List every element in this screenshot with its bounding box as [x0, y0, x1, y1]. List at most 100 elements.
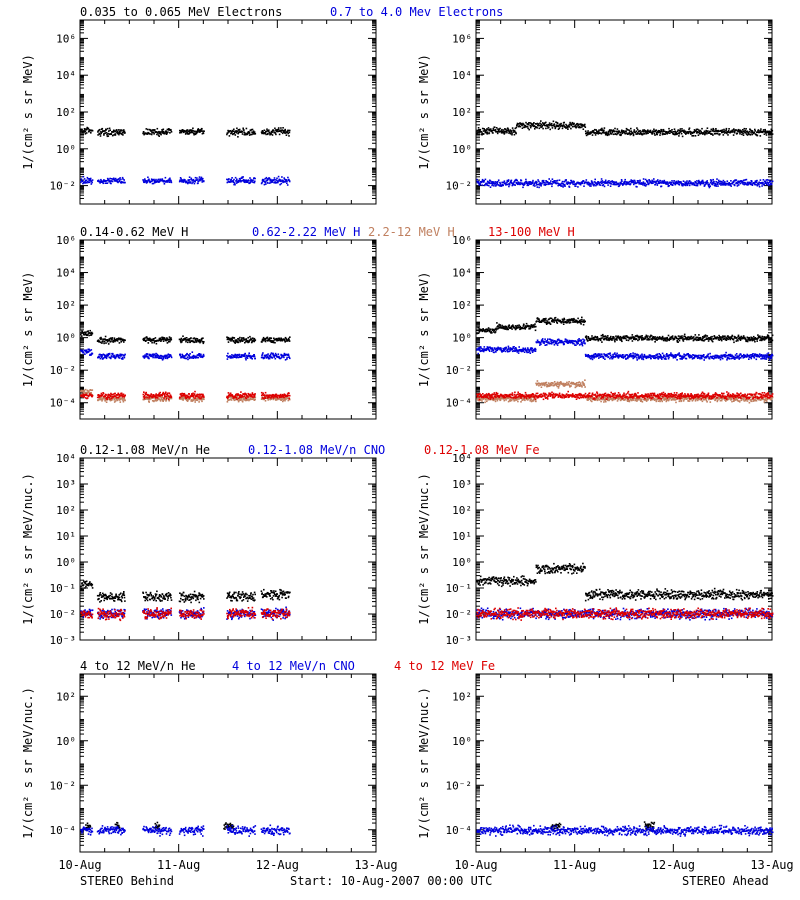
data-point [235, 182, 238, 184]
data-point [754, 128, 756, 131]
data-point [104, 393, 107, 396]
data-point [504, 128, 506, 130]
data-point [241, 133, 244, 135]
data-point [488, 129, 491, 132]
data-point [481, 127, 484, 130]
data-point [285, 134, 288, 136]
data-point [701, 182, 703, 185]
data-point [122, 358, 124, 360]
data-point [193, 132, 195, 134]
data-point [682, 183, 684, 185]
data-point [268, 129, 270, 131]
data-point [516, 324, 519, 327]
data-point [556, 179, 559, 182]
data-point [82, 331, 84, 334]
data-point [250, 128, 253, 131]
data-point [729, 131, 732, 134]
data-point [230, 356, 233, 358]
data-point [102, 180, 105, 183]
data-point [269, 356, 271, 358]
data-point [556, 124, 559, 127]
data-point [143, 391, 145, 393]
data-point [715, 180, 717, 183]
data-point [625, 182, 628, 184]
data-point [167, 354, 170, 356]
data-point [110, 357, 112, 360]
legend-label: 0.62-2.22 MeV H [252, 225, 360, 239]
data-point [553, 180, 555, 182]
data-point [263, 129, 266, 132]
data-point [198, 340, 200, 343]
data-point [478, 182, 480, 184]
data-point [105, 397, 107, 400]
data-point [504, 182, 507, 184]
data-point [103, 342, 105, 345]
data-point [249, 355, 251, 357]
data-point [180, 130, 182, 132]
data-point [272, 129, 275, 132]
data-point [85, 350, 87, 353]
data-point [502, 132, 504, 134]
data-point [268, 396, 270, 398]
data-point [672, 131, 675, 133]
data-point [282, 399, 285, 402]
data-point [606, 134, 609, 137]
data-point [262, 394, 265, 396]
data-point [266, 130, 269, 132]
data-point [277, 396, 279, 399]
data-point [184, 130, 187, 133]
data-point [663, 179, 666, 182]
data-point [619, 134, 621, 136]
data-point [721, 129, 724, 131]
data-point [626, 183, 629, 185]
data-point [560, 183, 562, 185]
data-point [181, 395, 183, 398]
data-point [192, 340, 195, 343]
data-point [90, 391, 92, 394]
data-point [491, 181, 493, 183]
data-point [604, 132, 606, 134]
data-point [153, 133, 155, 135]
data-point [709, 130, 712, 133]
data-point [244, 394, 246, 396]
data-point [620, 133, 622, 136]
data-point [759, 131, 761, 133]
data-point [166, 393, 168, 396]
data-point [102, 392, 105, 395]
data-point [183, 357, 185, 359]
data-point [247, 396, 249, 398]
data-point [119, 339, 122, 341]
data-point [613, 130, 616, 133]
data-point [544, 319, 547, 321]
data-point [693, 129, 696, 131]
data-point [147, 176, 149, 179]
data-point [85, 129, 88, 131]
data-point [564, 184, 566, 186]
data-point [742, 132, 744, 135]
data-point [664, 133, 666, 135]
data-point [679, 131, 681, 133]
data-point [557, 125, 559, 128]
data-point [505, 326, 508, 328]
data-point [265, 339, 267, 341]
data-point [700, 180, 703, 183]
data-point [721, 183, 723, 185]
data-point [279, 394, 282, 397]
data-point [190, 130, 193, 133]
data-point [285, 132, 287, 134]
data-point [494, 328, 496, 330]
data-point [664, 181, 666, 183]
data-point [163, 179, 165, 182]
data-point [530, 324, 533, 326]
data-point [156, 133, 158, 136]
data-point [101, 181, 103, 183]
data-point [142, 132, 144, 135]
data-point [164, 180, 166, 182]
data-point [99, 353, 101, 356]
data-point [184, 396, 187, 398]
data-point [161, 359, 164, 361]
data-point [116, 340, 119, 342]
data-point [604, 179, 607, 182]
data-point [519, 181, 521, 184]
data-point [114, 340, 116, 343]
